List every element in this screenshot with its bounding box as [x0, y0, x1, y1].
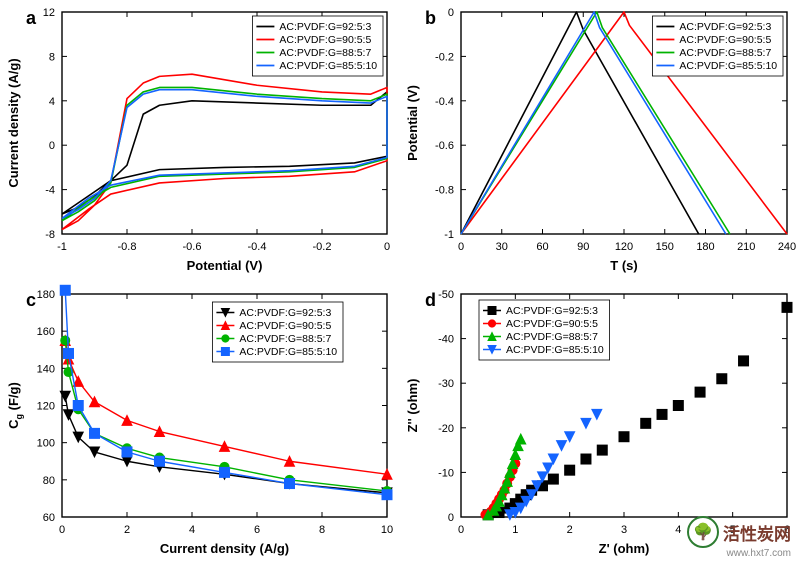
svg-text:140: 140 [37, 363, 55, 375]
svg-text:AC:PVDF:G=90:5:5: AC:PVDF:G=90:5:5 [679, 34, 771, 46]
svg-text:60: 60 [43, 512, 55, 524]
svg-text:AC:PVDF:G=92:5:3: AC:PVDF:G=92:5:3 [239, 307, 331, 319]
svg-text:AC:PVDF:G=88:5:7: AC:PVDF:G=88:5:7 [239, 333, 331, 345]
svg-text:2: 2 [567, 524, 573, 536]
watermark-text: 活性炭网 [723, 520, 791, 545]
svg-text:AC:PVDF:G=92:5:3: AC:PVDF:G=92:5:3 [506, 305, 598, 317]
svg-text:AC:PVDF:G=85:5:10: AC:PVDF:G=85:5:10 [506, 344, 604, 356]
svg-text:180: 180 [696, 241, 714, 253]
svg-text:120: 120 [615, 241, 633, 253]
svg-text:30: 30 [496, 241, 508, 253]
svg-text:4: 4 [189, 524, 195, 536]
svg-text:2: 2 [124, 524, 130, 536]
svg-text:150: 150 [656, 241, 674, 253]
svg-text:10: 10 [381, 524, 393, 536]
svg-text:8: 8 [49, 51, 55, 63]
svg-text:-0.6: -0.6 [183, 241, 202, 253]
svg-text:-0.2: -0.2 [313, 241, 332, 253]
panel-a: -1 -0.8 -0.6 -0.4 -0.2 0 -8 -4 0 4 8 12 Potential (V… [0, 0, 399, 282]
svg-text:0: 0 [448, 7, 454, 19]
svg-text:AC:PVDF:G=90:5:5: AC:PVDF:G=90:5:5 [506, 318, 598, 330]
svg-text:Z'' (ohm): Z'' (ohm) [405, 379, 420, 433]
svg-text:AC:PVDF:G=85:5:10: AC:PVDF:G=85:5:10 [279, 60, 377, 72]
svg-text:Current density (A/g): Current density (A/g) [6, 58, 21, 187]
svg-text:0: 0 [384, 241, 390, 253]
panel-b: 0 30 60 90 120 150 180 210 240 -1 -0.8 -0.6 -0.4 -0.2… [399, 0, 799, 282]
svg-text:0: 0 [49, 140, 55, 152]
svg-text:AC:PVDF:G=88:5:7: AC:PVDF:G=88:5:7 [279, 47, 371, 59]
svg-text:-1: -1 [57, 241, 67, 253]
svg-text:c: c [26, 290, 36, 310]
panel-d: 01234560-10-20-30-40-50Z' (ohm)Z'' (ohm)… [399, 282, 799, 565]
svg-text:160: 160 [37, 326, 55, 338]
svg-text:-4: -4 [45, 185, 55, 197]
svg-text:210: 210 [737, 241, 755, 253]
svg-text:4: 4 [49, 96, 55, 108]
svg-text:80: 80 [43, 475, 55, 487]
svg-text:Potential (V): Potential (V) [187, 258, 263, 273]
svg-text:AC:PVDF:G=90:5:5: AC:PVDF:G=90:5:5 [279, 34, 371, 46]
panel-c: 0 2 4 6 8 10 60 80 100 120 140 160 180 Current densit… [0, 282, 399, 565]
svg-text:-1: -1 [444, 229, 454, 241]
svg-text:8: 8 [319, 524, 325, 536]
svg-text:0: 0 [458, 241, 464, 253]
svg-text:AC:PVDF:G=88:5:7: AC:PVDF:G=88:5:7 [679, 47, 771, 59]
svg-text:AC:PVDF:G=88:5:7: AC:PVDF:G=88:5:7 [506, 331, 598, 343]
svg-text:-40: -40 [438, 334, 454, 346]
chart-grid: -1-0.8-0.6-0.4-0.20-8-404812Potential (V… [0, 0, 799, 565]
svg-text:0: 0 [448, 512, 454, 524]
svg-text:60: 60 [536, 241, 548, 253]
svg-text:a: a [26, 8, 37, 28]
svg-text:100: 100 [37, 438, 55, 450]
svg-text:0: 0 [59, 524, 65, 536]
svg-text:-0.4: -0.4 [435, 96, 454, 108]
svg-text:90: 90 [577, 241, 589, 253]
svg-text:12: 12 [43, 7, 55, 19]
svg-text:Cg (F/g): Cg (F/g) [6, 382, 24, 429]
svg-text:AC:PVDF:G=92:5:3: AC:PVDF:G=92:5:3 [679, 21, 771, 33]
svg-text:0: 0 [458, 524, 464, 536]
svg-text:4: 4 [675, 524, 681, 536]
tree-icon: 🌳 [687, 516, 719, 548]
svg-text:-0.4: -0.4 [248, 241, 267, 253]
svg-text:AC:PVDF:G=85:5:10: AC:PVDF:G=85:5:10 [679, 60, 777, 72]
svg-text:Potential (V): Potential (V) [405, 85, 420, 161]
svg-text:-0.6: -0.6 [435, 140, 454, 152]
svg-text:Z' (ohm): Z' (ohm) [599, 541, 650, 556]
svg-text:-0.8: -0.8 [118, 241, 137, 253]
svg-text:AC:PVDF:G=90:5:5: AC:PVDF:G=90:5:5 [239, 320, 331, 332]
svg-text:3: 3 [621, 524, 627, 536]
svg-text:b: b [425, 8, 436, 28]
svg-text:-50: -50 [438, 289, 454, 301]
svg-text:AC:PVDF:G=92:5:3: AC:PVDF:G=92:5:3 [279, 21, 371, 33]
svg-text:240: 240 [778, 241, 796, 253]
svg-text:-30: -30 [438, 378, 454, 390]
svg-text:6: 6 [254, 524, 260, 536]
svg-text:-0.2: -0.2 [435, 51, 454, 63]
svg-text:Current density (A/g): Current density (A/g) [160, 541, 289, 556]
svg-text:-0.8: -0.8 [435, 185, 454, 197]
svg-text:180: 180 [37, 289, 55, 301]
watermark: 🌳 活性炭网 www.hxt7.com [687, 516, 791, 559]
svg-text:120: 120 [37, 401, 55, 413]
svg-text:AC:PVDF:G=85:5:10: AC:PVDF:G=85:5:10 [239, 346, 337, 358]
svg-text:d: d [425, 290, 436, 310]
svg-text:-20: -20 [438, 423, 454, 435]
watermark-url: www.hxt7.com [727, 548, 791, 559]
svg-text:-8: -8 [45, 229, 55, 241]
svg-text:T (s): T (s) [610, 258, 637, 273]
svg-text:1: 1 [512, 524, 518, 536]
svg-text:-10: -10 [438, 467, 454, 479]
